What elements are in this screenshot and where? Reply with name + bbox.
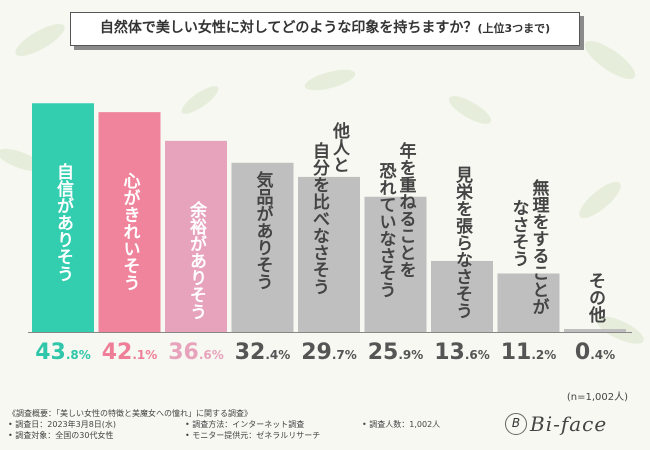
bar-label-9-line-1: その他 — [585, 272, 605, 323]
survey-footer-col2: • 調査方法：インターネット調査 • モニター提供元：ゼネラルリサーチ — [185, 419, 320, 441]
bar-6 — [364, 196, 427, 332]
value-dec-1: .8% — [65, 348, 91, 362]
brand-logo-text: Bi-face — [530, 412, 608, 436]
title-sub: (上位3つまで) — [477, 22, 551, 35]
value-label-7: 13.6% — [427, 340, 497, 365]
survey-footer: 《調査概要：「美しい女性の特徴と美魔女への憧れ」に関する調査》 • 調査日：20… — [8, 408, 252, 441]
bar-label-8-line-2: なさそう — [508, 198, 529, 267]
title-box: 自然体で美しい女性に対してどのような印象を持ちますか？(上位3つまで) — [70, 12, 580, 46]
bar-7 — [431, 260, 493, 332]
value-label-3: 36.6% — [161, 340, 231, 365]
survey-date: • 調査日：2023年3月8日(水) — [8, 420, 117, 429]
bar-label-3-line-1: 余裕がありそう — [186, 200, 206, 320]
bar-label-6-line-2: 恐れていなさそう — [375, 161, 396, 298]
value-int-2: 42 — [101, 340, 133, 365]
value-int-6: 25 — [367, 340, 399, 365]
chart-title: 自然体で美しい女性に対してどのような印象を持ちますか？(上位3つまで) — [71, 13, 579, 44]
value-dec-5: .7% — [331, 348, 357, 362]
sample-size-note: (n=1,002人) — [566, 392, 628, 403]
survey-method: • 調査方法：インターネット調査 — [185, 420, 305, 429]
value-label-1: 43.8% — [28, 340, 98, 365]
bar-label-5-line-1: 他人と — [329, 121, 349, 173]
value-int-9: 0 — [574, 340, 591, 365]
survey-provider: • モニター提供元：ゼネラルリサーチ — [185, 431, 321, 440]
value-dec-4: .4% — [265, 348, 291, 362]
bar-5 — [298, 176, 360, 332]
value-dec-3: .6% — [198, 348, 224, 362]
value-label-4: 32.4% — [228, 340, 298, 365]
bar-2 — [98, 112, 161, 333]
bar-9 — [564, 329, 626, 332]
value-dec-8: .2% — [531, 348, 557, 362]
value-dec-9: .4% — [590, 348, 616, 362]
value-int-7: 13 — [434, 340, 465, 365]
title-main: 自然体で美しい女性に対してどのような印象を持ちますか？ — [99, 20, 478, 36]
value-int-3: 36 — [168, 340, 199, 365]
bar-label-6-line-1: 年を重ねることを — [395, 141, 416, 278]
value-label-6: 25.9% — [361, 340, 431, 365]
brand-logo: Bi-face — [530, 412, 607, 436]
survey-overview: 《調査概要：「美しい女性の特徴と美魔女への憧れ」に関する調査》 — [8, 409, 252, 418]
value-dec-6: .9% — [398, 348, 424, 362]
bar-label-2-line-1: 心がきれいそう — [119, 172, 140, 292]
value-dec-2: .1% — [132, 348, 158, 362]
value-label-5: 29.7% — [294, 340, 364, 365]
bar-label-7-line-1: 見栄を張らなさそう — [452, 165, 472, 319]
survey-count: • 調査人数：1,002人 — [362, 420, 441, 429]
value-dec-7: .6% — [464, 348, 490, 362]
bar-label-8-line-1: 無理をすることが — [528, 178, 549, 315]
bar-4 — [231, 162, 294, 332]
value-int-5: 29 — [301, 340, 332, 365]
value-label-2: 42.1% — [95, 340, 165, 365]
bar-label-5-line-2: 自分を比べなさそう — [309, 141, 329, 295]
bar-label-1-line-1: 自信がありそう — [53, 163, 73, 283]
logo-mark: B — [505, 413, 527, 435]
bar-label-4-line-1: 気品がありそう — [252, 170, 273, 290]
value-int-4: 32 — [234, 340, 266, 365]
bar-3 — [165, 140, 227, 332]
value-int-8: 11 — [500, 340, 532, 365]
bar-1 — [32, 103, 94, 333]
value-label-9: 0.4% — [560, 340, 630, 365]
survey-target: • 調査対象：全国の30代女性 — [8, 431, 114, 440]
bar-8 — [497, 273, 560, 332]
value-int-1: 43 — [35, 340, 66, 365]
value-label-8: 11.2% — [494, 340, 564, 365]
